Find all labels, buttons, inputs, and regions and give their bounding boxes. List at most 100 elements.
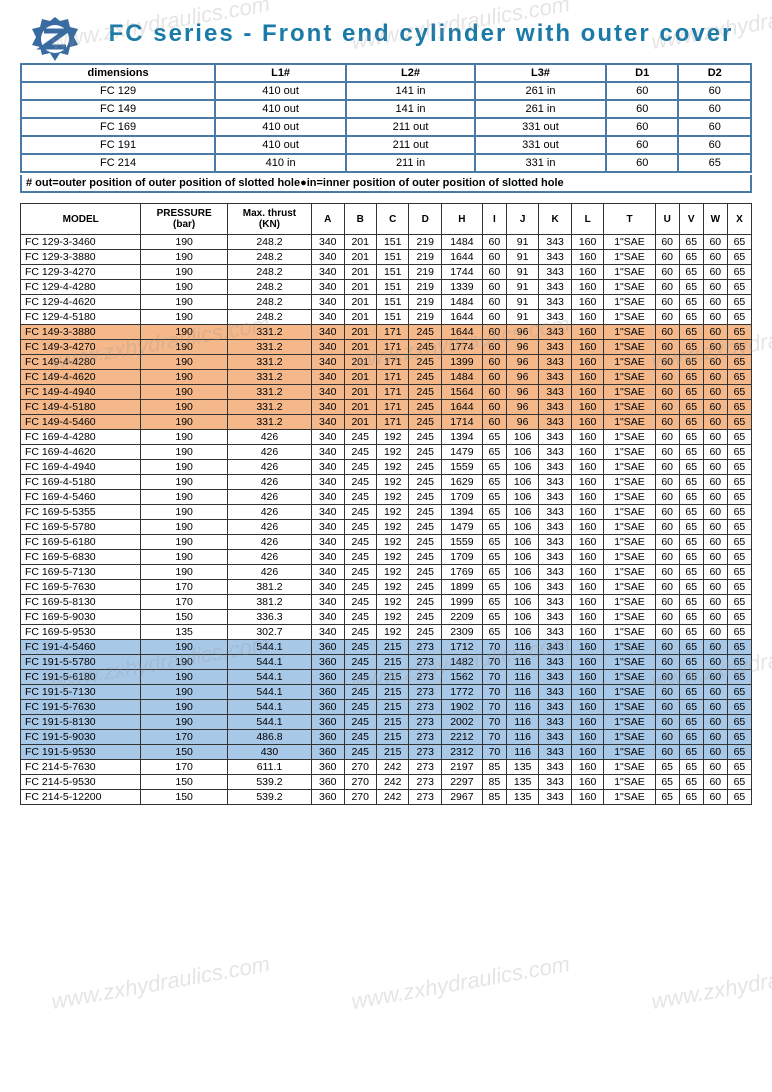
spec-cell: 1769	[441, 565, 482, 580]
spec-cell: 65	[727, 460, 751, 475]
spec-cell: 160	[571, 415, 603, 430]
spec-cell: 1562	[441, 670, 482, 685]
spec-cell: 135	[506, 760, 538, 775]
spec-cell: 215	[376, 640, 408, 655]
spec-cell: 160	[571, 250, 603, 265]
spec-cell: 60	[703, 325, 727, 340]
spec-cell: 343	[539, 475, 571, 490]
dim-row: FC 129410 out141 in261 in6060	[21, 82, 751, 100]
spec-cell: 248.2	[227, 295, 311, 310]
spec-cell: 245	[409, 625, 441, 640]
spec-cell: 70	[482, 715, 506, 730]
spec-cell: 65	[679, 280, 703, 295]
dim-cell: 65	[678, 154, 751, 172]
spec-cell: 96	[506, 325, 538, 340]
spec-cell: 192	[376, 550, 408, 565]
spec-cell: 219	[409, 280, 441, 295]
spec-cell: FC 129-4-5180	[21, 310, 141, 325]
spec-cell: 1"SAE	[604, 760, 655, 775]
spec-cell: 201	[344, 355, 376, 370]
spec-cell: 1"SAE	[604, 745, 655, 760]
spec-cell: 65	[727, 790, 751, 805]
spec-cell: 190	[141, 370, 228, 385]
spec-cell: 150	[141, 745, 228, 760]
spec-cell: 245	[344, 520, 376, 535]
spec-cell: FC 169-5-9030	[21, 610, 141, 625]
spec-cell: 1"SAE	[604, 370, 655, 385]
spec-cell: 340	[312, 505, 344, 520]
spec-cell: 65	[727, 685, 751, 700]
dim-cell: 211 out	[346, 118, 475, 136]
spec-cell: 60	[482, 385, 506, 400]
spec-cell: FC 214-5-7630	[21, 760, 141, 775]
spec-cell: 245	[409, 520, 441, 535]
spec-cell: 160	[571, 670, 603, 685]
spec-cell: 343	[539, 595, 571, 610]
spec-row: FC 214-5-12200150539.2360270242273296785…	[21, 790, 752, 805]
spec-cell: 60	[655, 295, 679, 310]
spec-cell: 539.2	[227, 775, 311, 790]
spec-cell: 160	[571, 400, 603, 415]
spec-cell: 245	[409, 460, 441, 475]
spec-cell: 60	[655, 565, 679, 580]
spec-cell: 60	[703, 280, 727, 295]
spec-cell: 65	[482, 565, 506, 580]
spec-cell: 160	[571, 730, 603, 745]
spec-cell: 340	[312, 490, 344, 505]
spec-cell: 160	[571, 385, 603, 400]
spec-cell: 65	[727, 655, 751, 670]
spec-cell: 426	[227, 535, 311, 550]
spec-cell: 192	[376, 535, 408, 550]
spec-cell: 245	[344, 700, 376, 715]
spec-cell: 343	[539, 385, 571, 400]
spec-cell: 65	[727, 475, 751, 490]
spec-cell: 544.1	[227, 655, 311, 670]
spec-row: FC 149-4-4620190331.23402011712451484609…	[21, 370, 752, 385]
spec-cell: 60	[655, 625, 679, 640]
spec-cell: 65	[679, 265, 703, 280]
spec-row: FC 169-4-5180190426340245192245162965106…	[21, 475, 752, 490]
spec-cell: 160	[571, 325, 603, 340]
spec-cell: 60	[703, 565, 727, 580]
spec-cell: 1"SAE	[604, 430, 655, 445]
spec-row: FC 191-5-7130190544.13602452152731772701…	[21, 685, 752, 700]
spec-cell: 245	[409, 340, 441, 355]
spec-row: FC 214-5-7630170611.13602702422732197851…	[21, 760, 752, 775]
spec-cell: FC 169-4-4280	[21, 430, 141, 445]
spec-cell: 1629	[441, 475, 482, 490]
spec-cell: 245	[344, 535, 376, 550]
spec-cell: 65	[482, 580, 506, 595]
spec-cell: 190	[141, 400, 228, 415]
spec-cell: 1399	[441, 355, 482, 370]
spec-cell: 270	[344, 775, 376, 790]
spec-cell: 91	[506, 235, 538, 250]
spec-cell: 1"SAE	[604, 460, 655, 475]
spec-cell: 170	[141, 730, 228, 745]
spec-cell: 65	[655, 790, 679, 805]
spec-header: B	[344, 204, 376, 235]
spec-cell: 1"SAE	[604, 265, 655, 280]
spec-cell: 343	[539, 610, 571, 625]
spec-cell: 60	[482, 250, 506, 265]
spec-cell: 192	[376, 460, 408, 475]
spec-cell: 190	[141, 520, 228, 535]
spec-cell: 343	[539, 715, 571, 730]
spec-cell: 65	[727, 550, 751, 565]
spec-cell: 245	[409, 490, 441, 505]
spec-cell: 1"SAE	[604, 685, 655, 700]
spec-cell: FC 149-4-5180	[21, 400, 141, 415]
spec-cell: 340	[312, 400, 344, 415]
spec-cell: 160	[571, 655, 603, 670]
spec-cell: 381.2	[227, 595, 311, 610]
spec-cell: 1"SAE	[604, 610, 655, 625]
spec-cell: 302.7	[227, 625, 311, 640]
spec-cell: FC 169-4-5460	[21, 490, 141, 505]
spec-cell: FC 169-5-6180	[21, 535, 141, 550]
spec-cell: 426	[227, 505, 311, 520]
spec-cell: 65	[727, 415, 751, 430]
spec-cell: 201	[344, 385, 376, 400]
spec-cell: FC 129-4-4620	[21, 295, 141, 310]
spec-cell: 426	[227, 520, 311, 535]
spec-cell: 1"SAE	[604, 775, 655, 790]
spec-cell: 91	[506, 250, 538, 265]
